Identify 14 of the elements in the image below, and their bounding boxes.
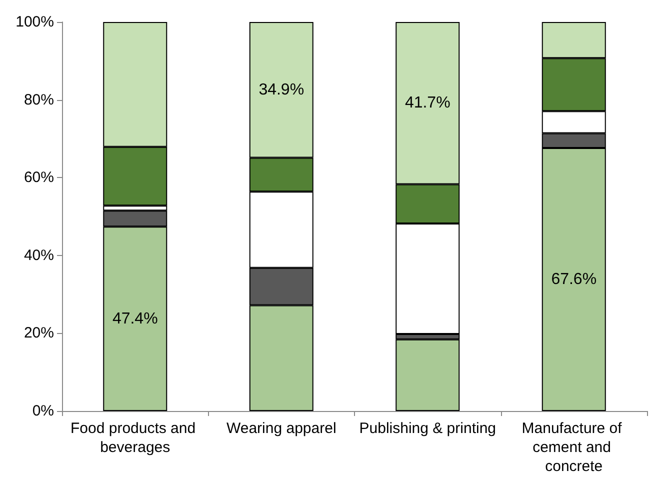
data-label: 47.4%	[112, 310, 158, 328]
x-tick-label: Food products and beverages	[70, 420, 200, 456]
x-tick-label: Manufacture of cement and concrete	[522, 420, 626, 475]
y-tick-label: 20%	[24, 324, 54, 342]
y-tick-label: 60%	[24, 169, 54, 186]
x-tick-label: Wearing apparel	[226, 420, 336, 437]
y-tick-label: 80%	[24, 91, 54, 108]
y-tick-label: 0%	[32, 402, 54, 420]
x-tick-label: Publishing & printing	[359, 420, 496, 437]
y-tick-label: 40%	[24, 246, 54, 264]
data-label: 67.6%	[551, 271, 597, 288]
data-label: 41.7%	[404, 94, 450, 112]
y-tick-label: 100%	[16, 14, 54, 30]
data-label: 34.9%	[258, 81, 304, 98]
